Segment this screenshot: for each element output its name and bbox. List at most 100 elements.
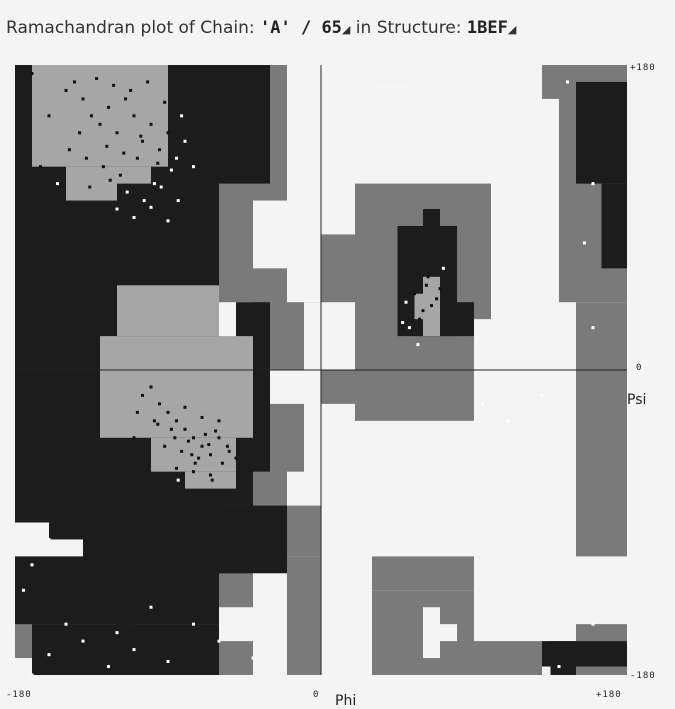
residue-point[interactable] (122, 151, 126, 155)
residue-point[interactable] (115, 631, 119, 635)
residue-point[interactable] (209, 473, 212, 477)
residue-point[interactable] (186, 439, 190, 443)
residue-point[interactable] (149, 385, 153, 389)
residue-point[interactable] (175, 466, 178, 470)
residue-point[interactable] (90, 114, 93, 118)
residue-point[interactable] (115, 207, 119, 211)
residue-point[interactable] (209, 453, 212, 457)
residue-point[interactable] (220, 461, 224, 465)
residue-point[interactable] (591, 326, 595, 330)
residue-point[interactable] (47, 537, 51, 541)
residue-point[interactable] (583, 241, 586, 245)
residue-point[interactable] (217, 436, 221, 440)
residue-point[interactable] (416, 343, 420, 347)
residue-point[interactable] (566, 80, 569, 84)
residue-point[interactable] (124, 97, 127, 101)
residue-point[interactable] (107, 665, 110, 669)
residue-point[interactable] (401, 321, 405, 325)
residue-point[interactable] (169, 168, 173, 172)
residue-point[interactable] (30, 71, 34, 75)
residue-point[interactable] (142, 199, 146, 203)
residue-point[interactable] (156, 161, 160, 165)
residue-point[interactable] (149, 205, 153, 209)
residue-point[interactable] (166, 410, 170, 414)
residue-point[interactable] (193, 461, 197, 465)
residue-point[interactable] (163, 444, 167, 448)
residue-point[interactable] (441, 266, 445, 270)
residue-point[interactable] (424, 283, 428, 287)
residue-point[interactable] (438, 287, 442, 291)
residue-point[interactable] (227, 449, 231, 453)
residue-point[interactable] (115, 131, 119, 135)
residue-point[interactable] (169, 427, 173, 431)
residue-point[interactable] (118, 173, 122, 177)
residue-point[interactable] (166, 131, 170, 135)
residue-point[interactable] (22, 588, 25, 592)
residue-point[interactable] (192, 622, 195, 626)
residue-point[interactable] (112, 83, 116, 87)
residue-point[interactable] (81, 639, 85, 643)
residue-point[interactable] (47, 114, 51, 118)
residue-point[interactable] (210, 478, 214, 482)
residue-point[interactable] (30, 673, 34, 676)
residue-point[interactable] (192, 436, 195, 440)
residue-point[interactable] (132, 436, 136, 440)
residue-point[interactable] (30, 563, 34, 567)
residue-point[interactable] (125, 190, 129, 194)
residue-point[interactable] (175, 156, 178, 160)
residue-point[interactable] (183, 405, 187, 409)
residue-point[interactable] (73, 80, 76, 84)
residue-point[interactable] (158, 402, 161, 406)
residue-point[interactable] (200, 415, 204, 419)
residue-point[interactable] (180, 114, 184, 118)
residue-point[interactable] (141, 393, 144, 397)
residue-point[interactable] (557, 665, 561, 669)
residue-point[interactable] (192, 165, 195, 169)
residue-point[interactable] (159, 185, 163, 189)
residue-point[interactable] (152, 419, 156, 423)
residue-point[interactable] (175, 419, 178, 423)
residue-point[interactable] (81, 97, 85, 101)
residue-point[interactable] (226, 444, 229, 448)
residue-point[interactable] (190, 453, 194, 457)
residue-point[interactable] (129, 88, 133, 92)
small-triangle-icon[interactable]: ◢ (507, 23, 517, 36)
residue-point[interactable] (197, 456, 201, 460)
residue-point[interactable] (152, 182, 156, 186)
residue-point[interactable] (176, 478, 180, 482)
residue-point[interactable] (183, 427, 187, 431)
residue-point[interactable] (149, 122, 153, 126)
residue-point[interactable] (176, 199, 180, 203)
residue-point[interactable] (481, 402, 484, 406)
residue-point[interactable] (141, 139, 144, 143)
residue-point[interactable] (217, 639, 221, 643)
residue-point[interactable] (430, 304, 433, 308)
residue-point[interactable] (95, 77, 99, 81)
residue-point[interactable] (107, 105, 110, 109)
residue-point[interactable] (421, 309, 425, 313)
residue-point[interactable] (101, 165, 105, 169)
residue-point[interactable] (108, 178, 112, 182)
residue-point[interactable] (407, 326, 411, 330)
residue-point[interactable] (591, 622, 595, 626)
residue-point[interactable] (98, 122, 102, 126)
residue-point[interactable] (132, 648, 136, 652)
residue-point[interactable] (506, 419, 510, 423)
residue-point[interactable] (39, 165, 42, 169)
residue-point[interactable] (47, 653, 51, 657)
residue-point[interactable] (200, 444, 204, 448)
residue-point[interactable] (135, 410, 139, 414)
residue-point[interactable] (88, 185, 92, 189)
residue-point[interactable] (149, 605, 153, 609)
residue-point[interactable] (203, 432, 207, 436)
residue-point[interactable] (132, 216, 136, 219)
residue-point[interactable] (180, 449, 184, 453)
residue-point[interactable] (173, 436, 177, 440)
residue-point[interactable] (139, 134, 143, 138)
residue-point[interactable] (132, 114, 136, 118)
residue-point[interactable] (418, 317, 422, 321)
residue-point[interactable] (78, 131, 82, 135)
residue-point[interactable] (64, 88, 68, 92)
residue-point[interactable] (105, 144, 109, 148)
residue-point[interactable] (217, 419, 221, 423)
